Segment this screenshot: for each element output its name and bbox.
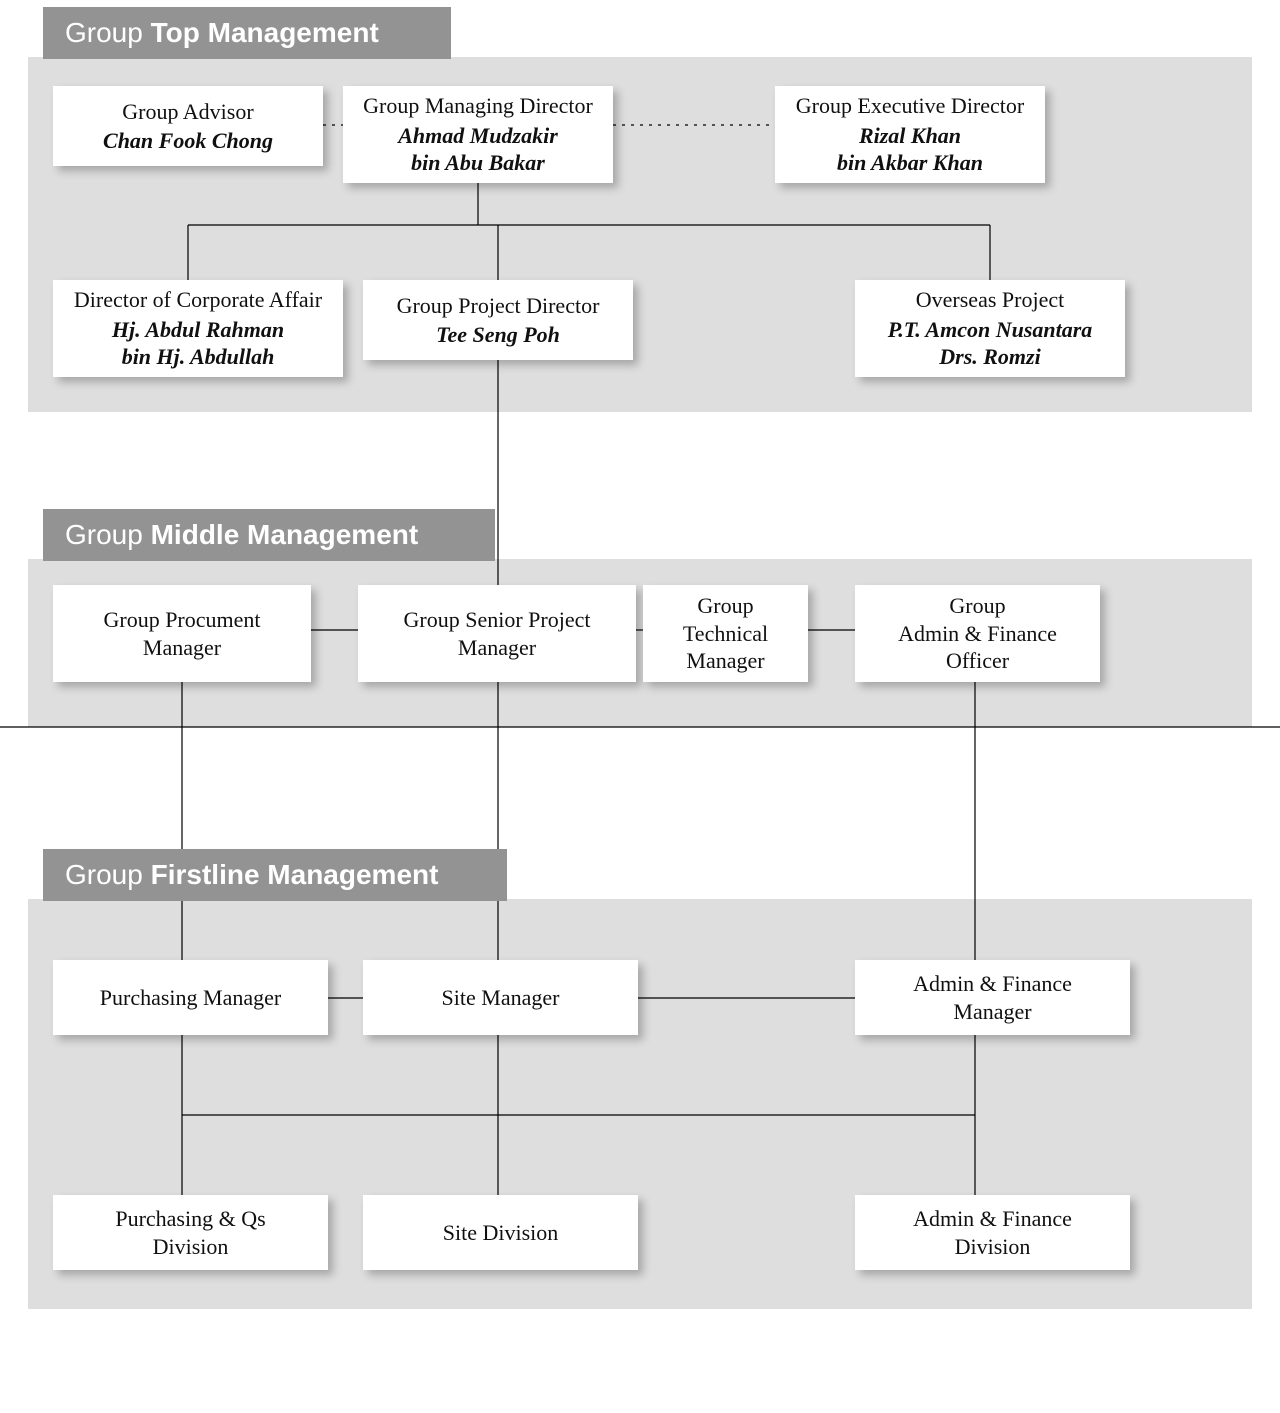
node-site_d: Site Division — [363, 1195, 638, 1270]
node-advisor: Group AdvisorChan Fook Chong — [53, 86, 323, 166]
node-name: Rizal Khanbin Akbar Khan — [785, 122, 1035, 177]
node-title: Admin & FinanceManager — [865, 970, 1120, 1025]
node-technical: GroupTechnicalManager — [643, 585, 808, 682]
node-gmd: Group Managing DirectorAhmad Mudzakirbin… — [343, 86, 613, 183]
node-admin_fin_m: Admin & FinanceManager — [855, 960, 1130, 1035]
node-title: Group Advisor — [63, 98, 313, 126]
section-header-bold: Top Management — [151, 17, 379, 48]
node-name: Ahmad Mudzakirbin Abu Bakar — [353, 122, 603, 177]
node-title: Purchasing & QsDivision — [63, 1205, 318, 1260]
node-title: Group ProcumentManager — [63, 606, 301, 661]
node-gpd: Group Project DirectorTee Seng Poh — [363, 280, 633, 360]
section-header-top: Group Top Management — [43, 7, 451, 59]
node-name: Hj. Abdul Rahmanbin Hj. Abdullah — [63, 316, 333, 371]
node-title: Group Executive Director — [785, 92, 1035, 120]
node-procurement: Group ProcumentManager — [53, 585, 311, 682]
node-title: GroupAdmin & FinanceOfficer — [865, 592, 1090, 675]
node-name: Chan Fook Chong — [63, 127, 313, 155]
node-ged: Group Executive DirectorRizal Khanbin Ak… — [775, 86, 1045, 183]
node-title: Admin & FinanceDivision — [865, 1205, 1120, 1260]
node-name: P.T. Amcon NusantaraDrs. Romzi — [865, 316, 1115, 371]
node-purchasing_d: Purchasing & QsDivision — [53, 1195, 328, 1270]
node-title: Overseas Project — [865, 286, 1115, 314]
node-admin_fin_o: GroupAdmin & FinanceOfficer — [855, 585, 1100, 682]
node-title: Group Senior ProjectManager — [368, 606, 626, 661]
node-corp_affair: Director of Corporate AffairHj. Abdul Ra… — [53, 280, 343, 377]
section-header-firstline: Group Firstline Management — [43, 849, 507, 901]
org-chart-canvas: Group Top ManagementGroup Middle Managem… — [0, 0, 1280, 1413]
node-overseas: Overseas ProjectP.T. Amcon NusantaraDrs.… — [855, 280, 1125, 377]
section-header-light: Group — [65, 17, 151, 48]
node-site_m: Site Manager — [363, 960, 638, 1035]
section-header-light: Group — [65, 859, 151, 890]
section-header-bold: Middle Management — [151, 519, 419, 550]
section-header-light: Group — [65, 519, 151, 550]
node-admin_fin_d: Admin & FinanceDivision — [855, 1195, 1130, 1270]
node-purchasing_m: Purchasing Manager — [53, 960, 328, 1035]
node-title: Site Division — [373, 1219, 628, 1247]
node-title: Group Managing Director — [353, 92, 603, 120]
node-title: Site Manager — [373, 984, 628, 1012]
node-title: Director of Corporate Affair — [63, 286, 333, 314]
section-header-bold: Firstline Management — [151, 859, 439, 890]
node-name: Tee Seng Poh — [373, 321, 623, 349]
section-header-middle: Group Middle Management — [43, 509, 495, 561]
node-title: GroupTechnicalManager — [653, 592, 798, 675]
node-title: Purchasing Manager — [63, 984, 318, 1012]
node-title: Group Project Director — [373, 292, 623, 320]
node-senior_pm: Group Senior ProjectManager — [358, 585, 636, 682]
